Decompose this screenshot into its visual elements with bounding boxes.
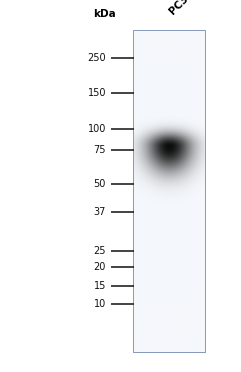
Text: 15: 15 xyxy=(94,281,106,291)
Text: 20: 20 xyxy=(94,262,106,272)
Text: PC3: PC3 xyxy=(167,0,190,17)
Text: 75: 75 xyxy=(94,145,106,154)
Text: 25: 25 xyxy=(94,246,106,256)
Text: kDa: kDa xyxy=(94,9,116,19)
Text: 250: 250 xyxy=(87,53,106,62)
Bar xyxy=(133,30,205,352)
Text: 100: 100 xyxy=(88,125,106,134)
Text: 150: 150 xyxy=(87,88,106,98)
Text: 50: 50 xyxy=(94,179,106,189)
Bar xyxy=(133,30,205,352)
Text: 10: 10 xyxy=(94,299,106,309)
Text: 37: 37 xyxy=(94,207,106,217)
